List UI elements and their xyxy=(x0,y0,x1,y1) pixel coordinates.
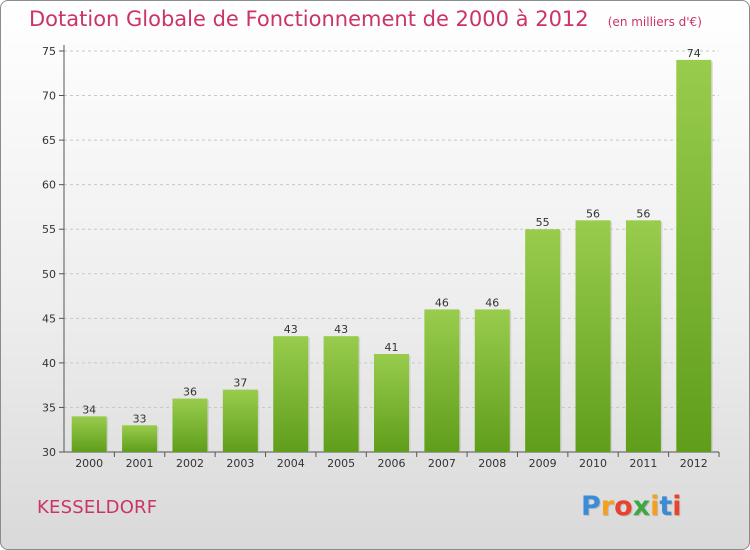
logo-letter: i xyxy=(650,491,660,522)
chart-unit: (en milliers d'€) xyxy=(607,15,702,29)
y-tick-label: 40 xyxy=(42,357,56,370)
bar-2008 xyxy=(474,309,510,452)
logo-letter: r xyxy=(600,491,615,522)
value-label-2004: 43 xyxy=(284,323,298,336)
x-tick-label-2005: 2005 xyxy=(327,457,355,470)
x-tick-label-2011: 2011 xyxy=(629,457,657,470)
x-tick-label-2001: 2001 xyxy=(126,457,154,470)
bars xyxy=(71,59,713,453)
chart-title: Dotation Globale de Fonctionnement de 20… xyxy=(29,7,589,31)
logo-letter: P xyxy=(581,491,601,522)
x-tick-label-2003: 2003 xyxy=(226,457,254,470)
bar-2005 xyxy=(323,336,359,452)
value-label-2006: 41 xyxy=(385,341,399,354)
x-tick-label-2009: 2009 xyxy=(529,457,557,470)
x-tick-label-2004: 2004 xyxy=(277,457,305,470)
bar-2003 xyxy=(222,389,258,452)
y-tick-label: 50 xyxy=(42,268,56,281)
x-tick-label-2006: 2006 xyxy=(378,457,406,470)
logo-letter: o xyxy=(614,491,633,522)
title-row: Dotation Globale de Fonctionnement de 20… xyxy=(29,7,702,31)
bar-2009 xyxy=(525,229,561,452)
bar-2006 xyxy=(374,353,409,452)
x-tick-label-2012: 2012 xyxy=(680,457,708,470)
y-tick-label: 75 xyxy=(42,45,56,58)
x-tick-label-2007: 2007 xyxy=(428,457,456,470)
axes: 30 35 40 45 50 55 60 65 70 75 xyxy=(42,45,720,459)
value-label-2005: 43 xyxy=(334,323,348,336)
value-label-2008: 46 xyxy=(485,296,499,309)
y-tick-label: 45 xyxy=(42,312,56,325)
bar-2012 xyxy=(676,59,712,453)
x-tick-label-2000: 2000 xyxy=(75,457,103,470)
value-label-2007: 46 xyxy=(435,296,449,309)
value-label-2000: 34 xyxy=(82,403,96,416)
x-tick-label-2002: 2002 xyxy=(176,457,204,470)
logo-letter: x xyxy=(632,491,651,522)
place-name: KESSELDORF xyxy=(37,497,158,518)
bar-2001 xyxy=(122,425,158,452)
bar-2011 xyxy=(625,220,661,452)
value-label-2002: 36 xyxy=(183,386,197,399)
value-label-2010: 56 xyxy=(586,207,600,220)
y-tick-label: 35 xyxy=(42,401,56,414)
y-tick-label: 55 xyxy=(42,223,56,236)
value-label-2011: 56 xyxy=(636,207,650,220)
y-tick-label: 30 xyxy=(42,446,56,459)
proxiti-logo: Proxiti xyxy=(581,491,682,522)
value-label-2009: 55 xyxy=(536,216,550,229)
y-tick-label: 70 xyxy=(42,90,56,103)
logo-letter: t xyxy=(659,491,673,522)
bar-2004 xyxy=(273,336,309,452)
value-label-2012: 74 xyxy=(687,47,701,60)
y-tick-label: 65 xyxy=(42,134,56,147)
bar-2007 xyxy=(424,309,460,452)
x-tick-label-2008: 2008 xyxy=(478,457,506,470)
logo-letter: i xyxy=(672,491,682,522)
bar-2000 xyxy=(71,416,107,452)
y-tick-label: 60 xyxy=(42,179,56,192)
labels: 34 2000 33 2001 36 2002 37 2003 43 2004 43 2005 41 20… xyxy=(75,47,708,470)
value-label-2001: 33 xyxy=(133,412,147,425)
value-label-2003: 37 xyxy=(233,377,247,390)
bar-2002 xyxy=(172,398,208,452)
bar-2010 xyxy=(575,220,611,452)
x-tick-label-2010: 2010 xyxy=(579,457,607,470)
